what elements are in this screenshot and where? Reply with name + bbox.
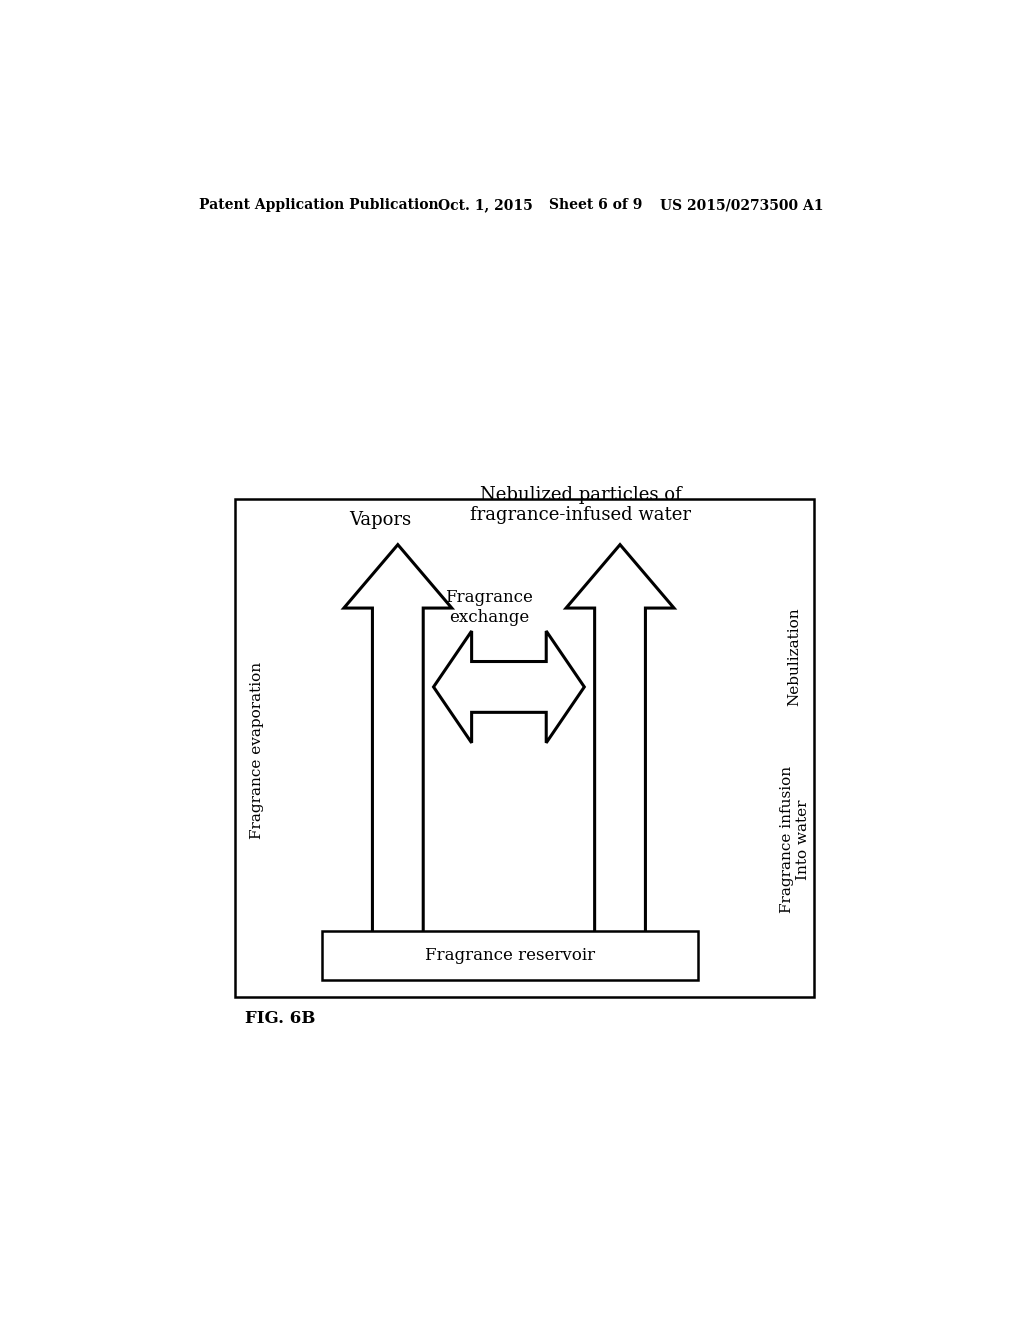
Text: Fragrance infusion
Into water: Fragrance infusion Into water [779,766,810,913]
Text: US 2015/0273500 A1: US 2015/0273500 A1 [659,198,823,213]
Text: Oct. 1, 2015: Oct. 1, 2015 [437,198,532,213]
Polygon shape [566,545,674,941]
Text: Nebulized particles of
fragrance-infused water: Nebulized particles of fragrance-infused… [470,486,691,524]
Bar [236,499,814,997]
Text: Vapors: Vapors [349,511,412,529]
Text: Sheet 6 of 9: Sheet 6 of 9 [549,198,642,213]
Text: Fragrance
exchange: Fragrance exchange [445,589,534,626]
Text: Fragrance reservoir: Fragrance reservoir [425,946,595,964]
Polygon shape [433,631,585,743]
Text: Patent Application Publication: Patent Application Publication [200,198,439,213]
Text: FIG. 6B: FIG. 6B [246,1010,315,1027]
Polygon shape [344,545,452,941]
Bar [323,931,697,979]
Text: Fragrance evaporation: Fragrance evaporation [250,661,264,838]
Text: Nebulization: Nebulization [787,607,802,706]
